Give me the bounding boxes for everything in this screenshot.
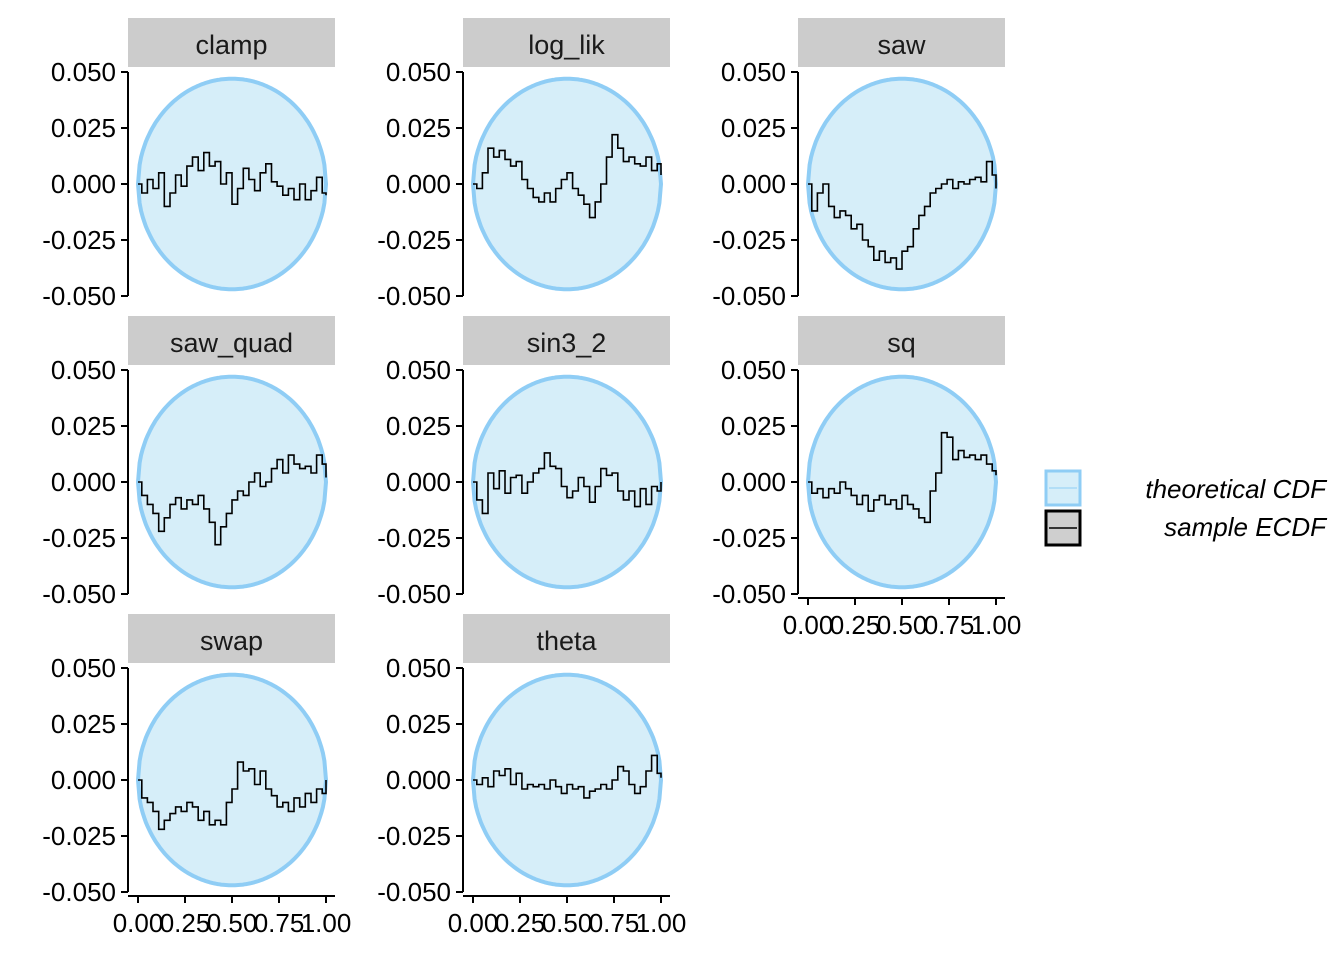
- y-tick-label: -0.025: [712, 523, 786, 553]
- strip-background: [798, 316, 1005, 365]
- x-tick-label: 0.00: [113, 908, 164, 938]
- strip-background: [463, 614, 670, 663]
- strip-label: theta: [536, 626, 597, 656]
- y-tick-label: 0.025: [386, 411, 451, 441]
- y-tick-label: -0.025: [377, 821, 451, 851]
- x-tick-label: 0.00: [783, 610, 834, 640]
- strip-background: [463, 316, 670, 365]
- y-tick-label: -0.050: [42, 579, 116, 609]
- strip-label: sq: [887, 328, 916, 358]
- panel-swap: swap0.0500.0250.000-0.025-0.0500.000.250…: [42, 614, 351, 938]
- sample-ecdf-line: [473, 754, 662, 799]
- y-tick-label: 0.025: [51, 113, 116, 143]
- legend-label-sample-ecdf: sample ECDF: [1164, 512, 1328, 542]
- strip-label: saw_quad: [170, 328, 293, 358]
- sample-ecdf-line: [808, 431, 997, 524]
- x-tick-label: 0.25: [830, 610, 881, 640]
- y-tick-label: 0.000: [386, 467, 451, 497]
- strip-label: clamp: [195, 30, 267, 60]
- x-tick-label: 0.75: [589, 908, 640, 938]
- x-tick-label: 0.00: [448, 908, 499, 938]
- panel-theta: theta 0.050 0.025 0.000 -0.025 -0.0500.000.25…: [377, 614, 686, 938]
- y-tick-label: -0.050: [42, 281, 116, 311]
- y-tick-label: 0.000: [721, 169, 786, 199]
- strip-label: saw: [877, 30, 926, 60]
- y-tick-label: -0.025: [377, 523, 451, 553]
- sample-ecdf-line: [473, 133, 662, 219]
- x-tick-label: 0.50: [542, 908, 593, 938]
- theoretical-cdf-band: [470, 672, 664, 888]
- y-tick-label: 0.025: [386, 113, 451, 143]
- y-tick-label: 0.025: [721, 113, 786, 143]
- x-tick-label: 0.25: [160, 908, 211, 938]
- sample-ecdf-line: [138, 454, 327, 546]
- x-tick-label: 1.00: [301, 908, 352, 938]
- x-tick-label: 1.00: [971, 610, 1022, 640]
- y-tick-label: 0.050: [51, 653, 116, 683]
- legend: theoretical CDF sample ECDF: [1044, 469, 1328, 547]
- y-tick-label: -0.050: [712, 281, 786, 311]
- y-tick-label: 0.000: [386, 169, 451, 199]
- x-tick-label: 0.50: [207, 908, 258, 938]
- y-tick-label: -0.025: [712, 225, 786, 255]
- legend-label-theoretical-cdf: theoretical CDF: [1145, 474, 1328, 504]
- y-tick-label: 0.025: [51, 411, 116, 441]
- strip-background: [798, 18, 1005, 67]
- y-tick-label: 0.050: [721, 355, 786, 385]
- strip-label: swap: [200, 626, 263, 656]
- y-tick-label: 0.000: [386, 765, 451, 795]
- y-tick-label: -0.025: [42, 523, 116, 553]
- x-tick-label: 0.75: [924, 610, 975, 640]
- y-tick-label: 0.050: [51, 355, 116, 385]
- theoretical-cdf-band: [470, 76, 664, 292]
- y-tick-label: 0.000: [51, 765, 116, 795]
- y-tick-label: 0.025: [51, 709, 116, 739]
- theoretical-cdf-band: [805, 374, 999, 590]
- y-tick-label: 0.050: [386, 355, 451, 385]
- x-tick-label: 1.00: [636, 908, 687, 938]
- sample-ecdf-line: [138, 761, 327, 831]
- sample-ecdf-line: [808, 160, 997, 270]
- strip-label: log_lik: [528, 30, 605, 60]
- y-tick-label: 0.000: [51, 467, 116, 497]
- strip-background: [463, 18, 670, 67]
- panel-clamp: clamp 0.050 0.025 0.000 -0.025 -0.050: [42, 18, 335, 311]
- y-tick-label: 0.000: [721, 467, 786, 497]
- panel-sq: sq 0.050 0.025 0.000 -0.025 -0.0500.000.250.5…: [712, 316, 1021, 640]
- panel-sin3_2: sin3_2 0.050 0.025 0.000 -0.025 -0.050: [377, 316, 670, 609]
- panel-saw: saw 0.050 0.025 0.000 -0.025 -0.050: [712, 18, 1005, 311]
- theoretical-cdf-band: [135, 672, 329, 888]
- y-tick-label: 0.050: [51, 57, 116, 87]
- y-tick-label: 0.050: [721, 57, 786, 87]
- y-tick-label: -0.050: [42, 877, 116, 907]
- x-tick-label: 0.25: [495, 908, 546, 938]
- y-tick-label: -0.025: [42, 225, 116, 255]
- sample-ecdf-line: [138, 151, 327, 208]
- y-tick-label: 0.050: [386, 57, 451, 87]
- theoretical-cdf-band: [135, 374, 329, 590]
- y-tick-label: -0.025: [377, 225, 451, 255]
- strip-background: [128, 614, 335, 663]
- strip-label: sin3_2: [527, 328, 607, 358]
- panel-log_lik: log_lik 0.050 0.025 0.000 -0.025 -0.050: [377, 18, 670, 311]
- y-tick-label: -0.050: [377, 877, 451, 907]
- x-tick-label: 0.75: [254, 908, 305, 938]
- y-tick-label: 0.050: [386, 653, 451, 683]
- x-tick-label: 0.50: [877, 610, 928, 640]
- strip-background: [128, 316, 335, 365]
- strip-background: [128, 18, 335, 67]
- sample-ecdf-line: [473, 452, 662, 515]
- y-tick-label: 0.000: [51, 169, 116, 199]
- y-tick-label: -0.050: [377, 281, 451, 311]
- y-tick-label: 0.025: [386, 709, 451, 739]
- theoretical-cdf-band: [470, 374, 664, 590]
- facet-panels: clamp 0.050 0.025 0.000 -0.025 -0.050 log_lik 0…: [42, 18, 1021, 938]
- y-tick-label: -0.050: [377, 579, 451, 609]
- y-tick-label: 0.025: [721, 411, 786, 441]
- y-tick-label: -0.025: [42, 821, 116, 851]
- panel-saw_quad: saw_quad 0.050 0.025 0.000 -0.025 -0.050: [42, 316, 335, 609]
- y-tick-label: -0.050: [712, 579, 786, 609]
